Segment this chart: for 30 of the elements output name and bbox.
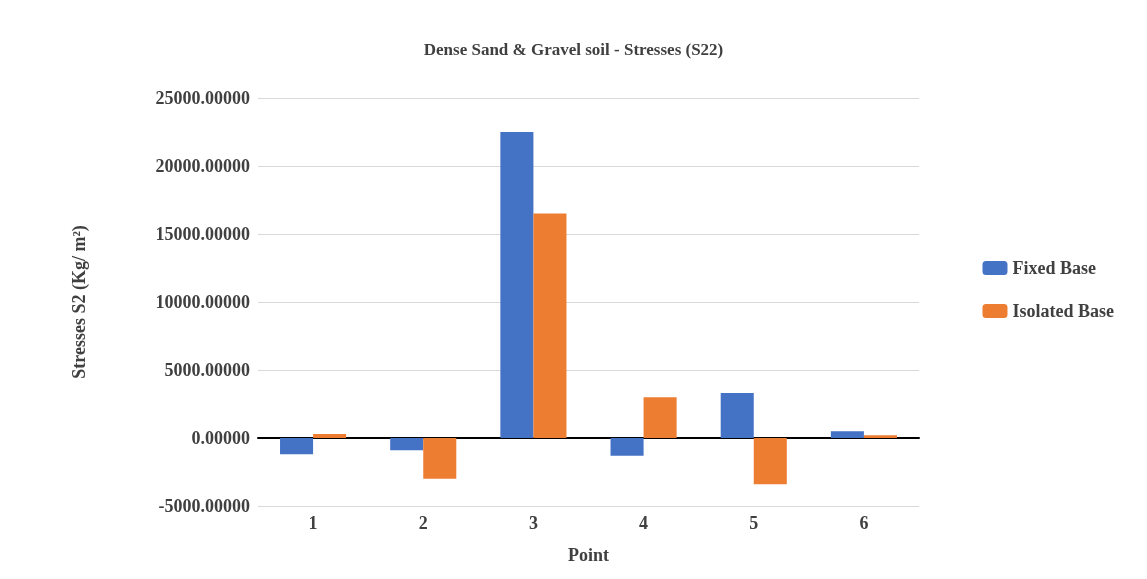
y-tick-label: -5000.00000 bbox=[158, 496, 250, 516]
x-tick-label: 3 bbox=[528, 513, 538, 533]
bar bbox=[280, 438, 314, 455]
legend-label: Isolated Base bbox=[1012, 301, 1115, 321]
y-tick-label: 25000.00000 bbox=[155, 88, 250, 108]
x-tick-label: 1 bbox=[308, 513, 318, 533]
x-tick-label: 6 bbox=[859, 513, 869, 533]
x-tick-label: 4 bbox=[639, 513, 649, 533]
bar bbox=[533, 213, 567, 438]
bar bbox=[863, 435, 897, 438]
chart-title: Dense Sand & Gravel soil - Stresses (S22) bbox=[423, 40, 724, 59]
bar bbox=[830, 431, 864, 438]
bar bbox=[313, 433, 347, 438]
bar bbox=[753, 438, 787, 485]
bar bbox=[390, 438, 424, 451]
x-tick-label: 2 bbox=[418, 513, 428, 533]
bar bbox=[423, 438, 457, 479]
y-tick-label: 20000.00000 bbox=[155, 156, 250, 176]
x-axis-title: Point bbox=[567, 545, 610, 565]
y-tick-label: 5000.00000 bbox=[164, 360, 250, 380]
y-tick-label: 0.00000 bbox=[191, 428, 250, 448]
bar bbox=[720, 393, 754, 438]
y-tick-label: 15000.00000 bbox=[155, 224, 250, 244]
y-tick-label: 10000.00000 bbox=[155, 292, 250, 312]
legend-label: Fixed Base bbox=[1012, 258, 1096, 278]
y-axis-title: Stresses S2 (Kg/ m²) bbox=[69, 225, 90, 379]
bar bbox=[643, 397, 677, 438]
bar bbox=[500, 132, 534, 438]
bar bbox=[610, 438, 644, 456]
x-tick-label: 5 bbox=[749, 513, 759, 533]
